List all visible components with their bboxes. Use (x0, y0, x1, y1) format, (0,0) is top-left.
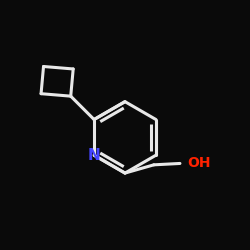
Text: OH: OH (187, 156, 210, 170)
Text: N: N (88, 148, 101, 163)
